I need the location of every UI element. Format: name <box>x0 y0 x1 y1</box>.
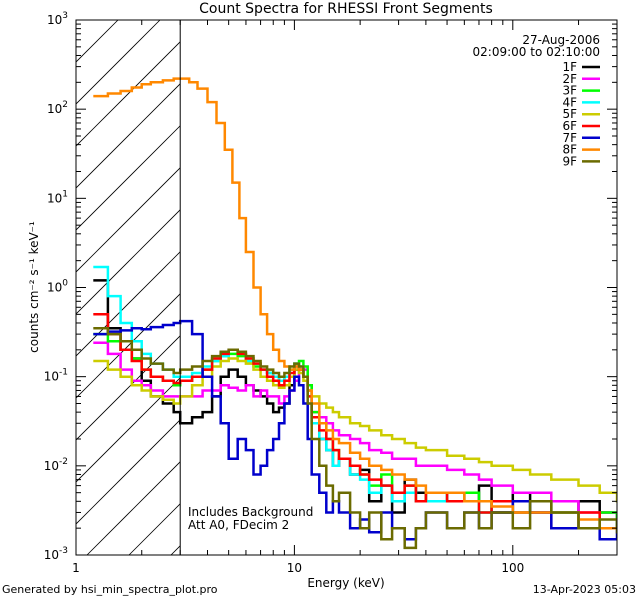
legend-label: 4F <box>562 95 577 109</box>
excluded-energy-hatch <box>76 20 181 555</box>
y-axis-label: counts cm⁻² s⁻¹ keV⁻¹ <box>27 221 41 353</box>
y-tick-label: 10-1 <box>44 368 68 384</box>
y-tick-label: 100 <box>47 279 68 295</box>
x-tick-label: 100 <box>501 561 524 575</box>
hatch-line <box>76 419 181 525</box>
chart-title: Count Spectra for RHESSI Front Segments <box>199 1 493 17</box>
generated-by-note: Generated by hsi_min_spectra_plot.pro <box>2 583 218 596</box>
x-tick-label: 10 <box>287 561 302 575</box>
annotation-background: Includes Background <box>188 505 313 519</box>
y-tick-label: 102 <box>47 100 68 116</box>
hatch-line <box>76 209 181 315</box>
legend-label: 8F <box>562 143 577 157</box>
hatch-line <box>76 377 181 483</box>
legend-label: 5F <box>562 107 577 121</box>
hatch-line <box>76 335 181 441</box>
x-axis-label: Energy (keV) <box>307 576 384 590</box>
legend-label: 3F <box>562 84 577 98</box>
hatch-line <box>86 461 181 555</box>
hatch-line <box>76 125 181 231</box>
y-tick-label: 103 <box>47 11 68 27</box>
series-line-3f <box>93 332 617 530</box>
legend-label: 1F <box>562 60 577 74</box>
legend-label: 2F <box>562 72 577 86</box>
legend-label: 9F <box>562 154 577 168</box>
footer-timestamp: 13-Apr-2023 05:03 <box>532 583 636 596</box>
legend-label: 6F <box>562 119 577 133</box>
series-line-6f <box>93 313 617 530</box>
hatch-line <box>76 83 181 189</box>
series-line-7f <box>93 319 617 541</box>
hatch-line <box>76 41 181 147</box>
y-tick-label: 10-3 <box>44 546 68 562</box>
series-line-8f <box>93 77 617 530</box>
hatch-line <box>76 251 181 357</box>
date-label: 27-Aug-2006 <box>522 33 600 47</box>
annotation-attenuator: Att A0, FDecim 2 <box>188 518 289 532</box>
y-tick-label: 10-2 <box>44 457 68 473</box>
x-tick-label: 1 <box>72 561 80 575</box>
time-range-label: 02:09:00 to 02:10:00 <box>473 45 600 59</box>
legend-label: 7F <box>562 131 577 145</box>
series-line-1f <box>93 279 617 530</box>
y-tick-label: 101 <box>47 189 68 205</box>
series-line-9f <box>93 326 617 550</box>
